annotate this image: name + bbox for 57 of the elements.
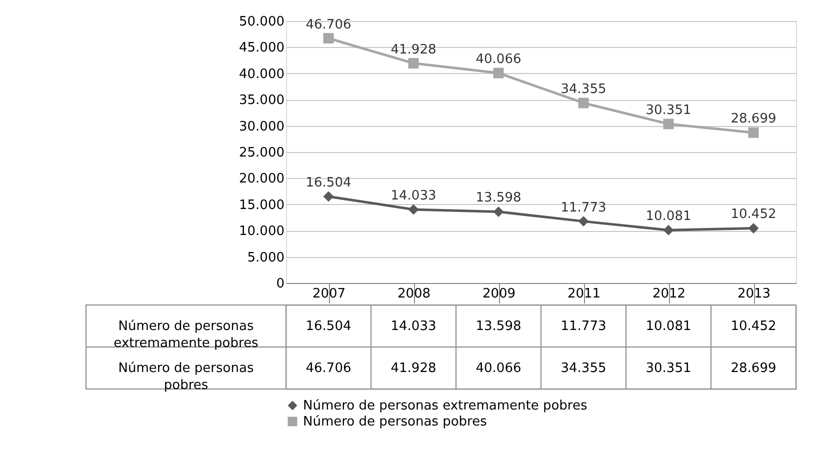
text: 10.081 [646,209,692,224]
data-label: 16.504 [306,319,352,334]
data-label: 34.355 [560,361,606,376]
text: 10.452 [730,207,776,222]
text: 41.928 [390,42,436,58]
y-tick-label: 35.000 [239,93,284,108]
text: Número de personas extremamente pobres [114,319,258,351]
y-tick-label: 5.000 [247,250,284,266]
y-tick-label: 20.000 [239,172,284,187]
y-tick-label: 15.000 [239,198,284,213]
data-label: 30.351 [646,361,692,376]
x-tick-label: 2007 [312,286,346,302]
legend-label: Número de personas pobres [303,414,488,430]
point [663,224,674,236]
point [663,118,674,130]
x-tick-label: 2011 [567,286,601,302]
y-tick-label: 30.000 [239,119,284,134]
point [323,191,334,202]
x-tick-label: 2009 [482,286,516,302]
text: Número de personas pobres [118,361,254,393]
point [493,68,504,78]
x-tick-label: 2013 [737,286,771,302]
text: 46.706 [306,17,352,32]
data-label: 11.773 [560,319,606,334]
text: 40.066 [476,52,522,68]
text: 30.351 [646,102,692,118]
data-label: 14.033 [390,319,436,334]
text: 16.504 [306,176,352,191]
data-label: 41.928 [390,361,436,376]
text: 28.699 [730,112,776,127]
point [748,222,759,234]
text: 14.033 [390,188,436,204]
y-tick-label: 25.000 [239,146,284,160]
x-tick-label: 2008 [397,286,431,302]
y-tick-label: 40.000 [239,66,284,82]
data-label: 10.452 [730,319,776,334]
point [493,206,504,217]
text: 11.773 [560,200,606,216]
y-tick-label: 45.000 [239,40,284,56]
data-label: 13.598 [476,319,522,334]
data-label: 40.066 [476,361,522,376]
text: 13.598 [476,190,522,206]
point [748,127,759,138]
text: 34.355 [560,82,606,97]
point [323,33,334,44]
y-tick-label: 50.000 [239,14,284,30]
data-label: 28.699 [730,361,776,376]
x-tick-label: 2012 [652,286,686,302]
point [578,216,589,227]
legend-label: Número de personas extremamente pobres [303,398,588,414]
data-label: 46.706 [306,361,352,376]
point [578,98,589,108]
point [408,204,419,215]
y-tick-label: 10.000 [239,224,284,240]
y-tick-label: 0 [276,276,284,292]
data-label: 10.081 [646,319,692,334]
point [408,58,419,69]
